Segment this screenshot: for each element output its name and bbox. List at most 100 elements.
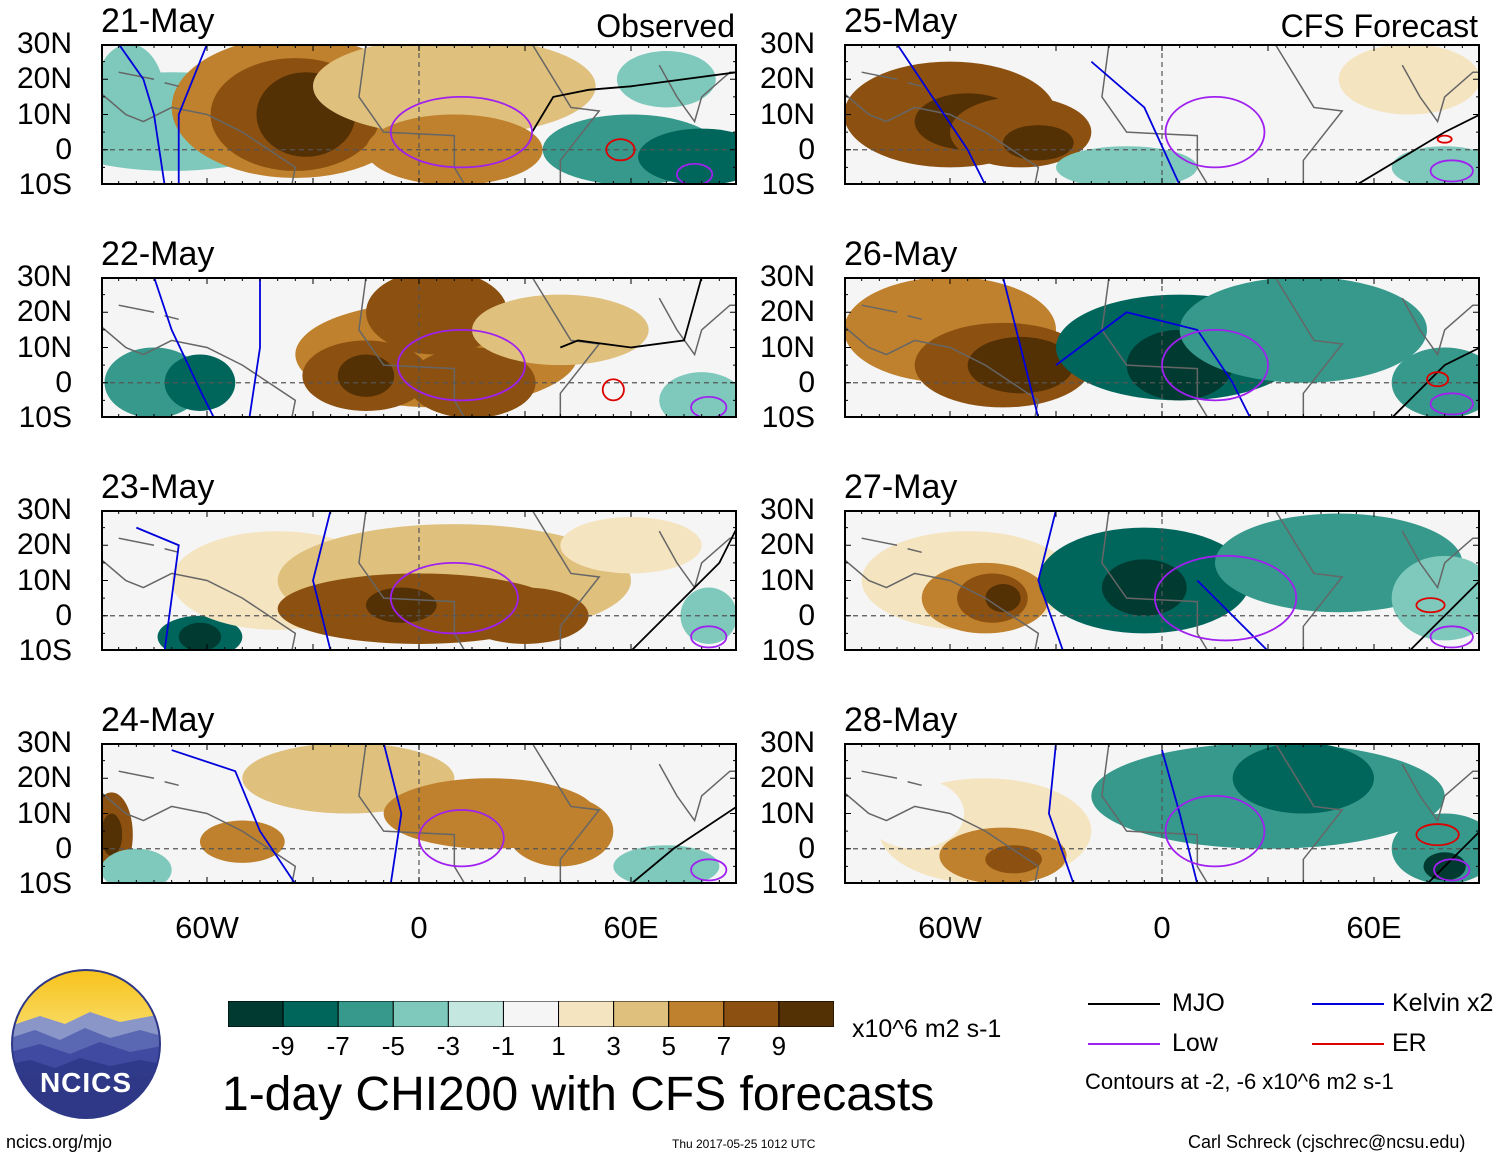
ncics-logo-graphic: NCICS xyxy=(11,969,161,1119)
coastline-americas xyxy=(101,791,297,884)
colorbar-swatch xyxy=(778,1000,835,1028)
latitude-tick-label: 10N xyxy=(16,563,72,597)
colorbar-swatch xyxy=(558,1000,615,1028)
latitude-tick-label: 10N xyxy=(759,563,815,597)
footer-credit: Carl Schreck (cjschrec@ncsu.edu) xyxy=(1188,1132,1466,1152)
longitude-tick-label: 60E xyxy=(603,910,659,945)
coastline-americas xyxy=(844,791,1040,884)
field-blob xyxy=(865,778,965,849)
longitude-tick-label: 60E xyxy=(1346,910,1402,945)
panel-date-title: 28-May xyxy=(844,701,958,739)
coastline-india xyxy=(658,763,737,823)
latitude-tick-label: 20N xyxy=(16,62,72,96)
kelvin-contour xyxy=(1037,510,1064,651)
low-contour xyxy=(389,561,519,635)
latitude-tick-label: 10S xyxy=(761,634,815,667)
coastline-africa-east xyxy=(531,510,601,651)
colorbar-tick-label: -7 xyxy=(326,1031,350,1061)
coastline-india xyxy=(658,297,737,357)
colorbar-swatch xyxy=(613,1000,670,1028)
logo-text: NCICS xyxy=(40,1067,132,1098)
mjo-contour xyxy=(630,527,737,651)
colorbar-tick-label: -5 xyxy=(381,1031,405,1061)
panel-date-title: 27-May xyxy=(844,468,958,506)
low-contour xyxy=(690,625,728,649)
coastline-africa-east xyxy=(1274,743,1344,884)
kelvin-contour xyxy=(177,44,208,185)
panel-date-title: 25-May xyxy=(844,2,958,40)
field-blob xyxy=(1179,277,1427,383)
latitude-tick-label: 0 xyxy=(55,132,72,166)
panel-source-tag: CFS Forecast xyxy=(1280,8,1478,44)
panel-date-title: 22-May xyxy=(101,235,215,273)
panel-date-title: 23-May xyxy=(101,468,215,506)
latitude-tick-label: 20N xyxy=(759,761,815,795)
field-blob xyxy=(1232,743,1374,814)
latitude-tick-label: 10N xyxy=(759,796,815,830)
map-panel xyxy=(844,277,1480,418)
coastline-africa-east xyxy=(1274,510,1344,651)
latitude-tick-label: 20N xyxy=(759,295,815,329)
latitude-tick-label: 30N xyxy=(759,493,815,526)
latitude-tick-label: 20N xyxy=(16,761,72,795)
longitude-tick-label: 60W xyxy=(918,910,982,945)
latitude-tick-label: 0 xyxy=(55,365,72,399)
latitude-tick-label: 10N xyxy=(759,97,815,131)
coastline-caribbean xyxy=(118,537,179,554)
legend-label-mjo: MJO xyxy=(1172,989,1225,1017)
latitude-tick-label: 0 xyxy=(798,598,815,632)
panel-source-tag: Observed xyxy=(596,8,735,44)
field-blob xyxy=(178,622,222,651)
footer-site[interactable]: ncics.org/mjo xyxy=(6,1132,113,1152)
coastline-africa-east xyxy=(531,743,601,884)
low-contour xyxy=(1154,554,1298,642)
latitude-tick-label: 10S xyxy=(18,634,72,667)
latitude-tick-label: 10N xyxy=(16,796,72,830)
kelvin-contour xyxy=(117,44,166,185)
low-contour xyxy=(1164,95,1266,169)
latitude-tick-label: 10S xyxy=(761,168,815,201)
coastline-africa-east xyxy=(1274,277,1344,418)
latitude-tick-label: 0 xyxy=(798,365,815,399)
er-contour xyxy=(1426,371,1450,388)
latitude-tick-label: 10S xyxy=(761,867,815,900)
field-blob xyxy=(366,277,508,355)
longitude-tick-label: 0 xyxy=(1153,910,1171,945)
field-blob xyxy=(199,820,285,863)
mjo-contour xyxy=(1355,113,1480,185)
panel-date-title: 26-May xyxy=(844,235,958,273)
er-contour xyxy=(1415,597,1446,614)
latitude-tick-label: 0 xyxy=(55,598,72,632)
kelvin-contour xyxy=(1090,60,1181,185)
er-contour xyxy=(605,138,636,162)
coastline-caribbean xyxy=(861,537,922,554)
field-blob xyxy=(101,813,123,856)
latitude-tick-label: 10S xyxy=(18,867,72,900)
ncics-logo: NCICS xyxy=(10,968,162,1120)
colorbar-swatch xyxy=(337,1000,394,1028)
contour-note: Contours at -2, -6 x10^6 m2 s-1 xyxy=(1085,1069,1394,1094)
latitude-tick-label: 20N xyxy=(16,528,72,562)
map-panel xyxy=(844,510,1480,651)
field-blob xyxy=(560,517,702,574)
coastline-americas xyxy=(101,92,297,185)
coastline-caribbean xyxy=(861,304,922,321)
coastline-caribbean xyxy=(118,770,179,787)
colorbar-swatch xyxy=(447,1000,504,1028)
field-blob xyxy=(337,354,395,397)
kelvin-contour xyxy=(171,749,297,884)
coastline-africa-east xyxy=(1274,44,1344,185)
kelvin-contour xyxy=(153,277,215,418)
latitude-tick-label: 30N xyxy=(16,27,72,60)
latitude-tick-label: 0 xyxy=(798,831,815,865)
map-panel xyxy=(101,277,737,418)
colorbar-tick-label: -3 xyxy=(436,1031,460,1061)
panel-date-title: 21-May xyxy=(101,2,215,40)
latitude-tick-label: 30N xyxy=(16,260,72,293)
coastline-caribbean xyxy=(861,770,922,787)
map-panel xyxy=(844,44,1480,185)
field-blob xyxy=(472,294,649,366)
low-contour xyxy=(389,95,533,169)
low-contour xyxy=(690,395,728,418)
latitude-tick-label: 10S xyxy=(18,168,72,201)
